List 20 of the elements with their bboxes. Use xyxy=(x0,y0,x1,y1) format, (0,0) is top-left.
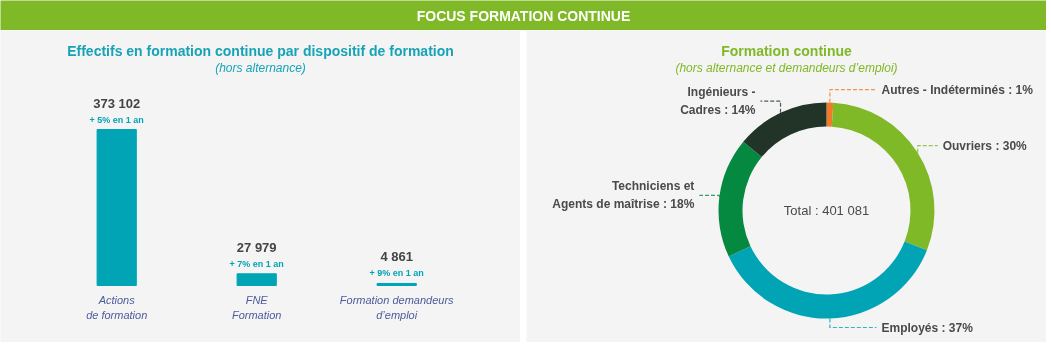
data-label: 27 979 xyxy=(236,239,277,255)
chart-title: Formation continue xyxy=(721,42,853,59)
chart-subtitle: (hors alternance et demandeurs d’emploi) xyxy=(675,60,898,75)
text: FOCUS FORMATION CONTINUE xyxy=(416,7,631,24)
chart-title: Effectifs en formation continue par dispositif de formation xyxy=(67,42,454,59)
slice-label: Techniciens et Agents de maîtrise : 18% xyxy=(552,179,695,212)
x-tick-label: FNE Formation xyxy=(231,293,282,321)
annotation: + 9% en 1 an xyxy=(369,268,424,279)
slice-label: Ouvriers : 30% xyxy=(942,138,1028,153)
slice-label: Employés : 37% xyxy=(881,320,974,335)
annotation: + 7% en 1 an xyxy=(229,258,284,269)
data-label: 373 102 xyxy=(93,95,141,111)
slice-label: Autres - Indéterminés : 1% xyxy=(881,82,1034,97)
data-label: 4 861 xyxy=(380,249,413,265)
chart-subtitle: (hors alternance) xyxy=(215,60,306,75)
x-tick-label: Actions de formation xyxy=(86,293,148,321)
text: Total : 401 081 xyxy=(783,203,870,218)
annotation: + 5% en 1 an xyxy=(89,114,144,125)
x-tick-label: Formation demandeurs d’emploi xyxy=(339,293,455,321)
slice-label: Ingénieurs - Cadres : 14% xyxy=(680,84,756,118)
